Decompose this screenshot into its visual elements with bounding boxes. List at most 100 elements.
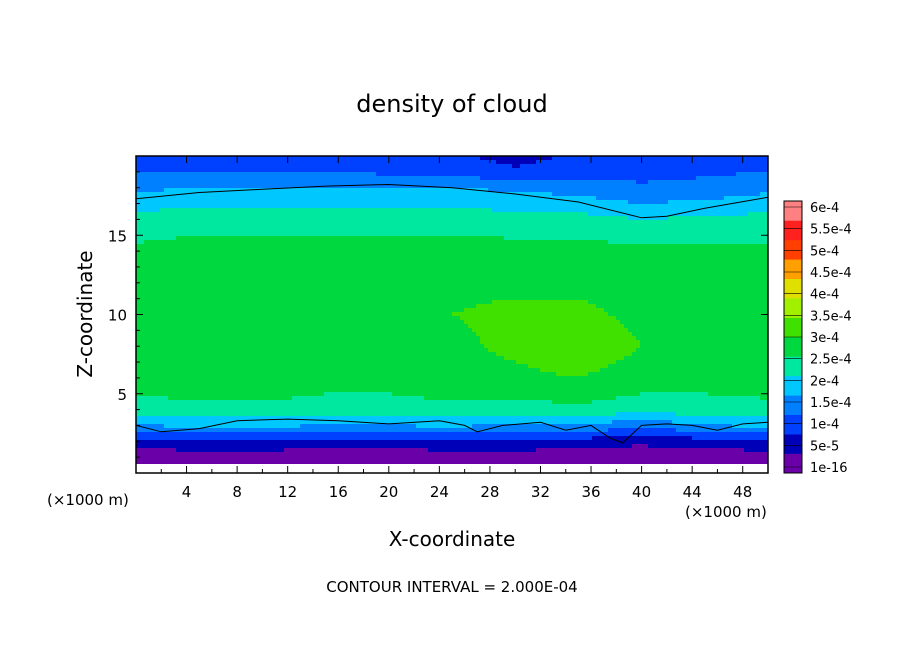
field-cell: [284, 264, 289, 269]
field-cell: [300, 260, 305, 265]
field-cell: [584, 204, 589, 209]
field-cell: [512, 180, 517, 185]
field-cell: [540, 252, 545, 257]
field-cell: [588, 248, 593, 253]
field-cell: [404, 220, 409, 225]
field-cell: [484, 264, 489, 269]
field-cell: [300, 272, 305, 277]
field-cell: [664, 164, 669, 169]
field-cell: [608, 204, 613, 209]
field-cell: [708, 276, 713, 281]
field-cell: [248, 224, 253, 229]
field-cell: [508, 156, 513, 161]
field-cell: [180, 156, 185, 161]
field-cell: [504, 228, 509, 233]
field-cell: [600, 180, 605, 185]
field-cell: [232, 224, 237, 229]
field-cell: [164, 172, 169, 177]
field-cell: [404, 192, 409, 197]
field-cell: [388, 156, 393, 161]
field-cell: [248, 244, 253, 249]
field-cell: [528, 252, 533, 257]
field-cell: [440, 272, 445, 277]
field-cell: [636, 156, 641, 161]
field-cell: [440, 192, 445, 197]
field-cell: [400, 160, 405, 165]
field-cell: [416, 256, 421, 261]
field-cell: [744, 172, 749, 177]
field-cell: [652, 224, 657, 229]
field-cell: [548, 232, 553, 237]
field-cell: [396, 196, 401, 201]
field-cell: [316, 240, 321, 245]
field-cell: [440, 236, 445, 241]
field-cell: [672, 240, 677, 245]
field-cell: [712, 184, 717, 189]
field-cell: [268, 232, 273, 237]
field-cell: [412, 156, 417, 161]
field-cell: [496, 232, 501, 237]
field-cell: [688, 276, 693, 281]
field-cell: [724, 252, 729, 257]
field-cell: [316, 172, 321, 177]
field-cell: [288, 276, 293, 281]
field-cell: [312, 264, 317, 269]
field-cell: [756, 212, 761, 217]
field-cell: [396, 212, 401, 217]
field-cell: [684, 220, 689, 225]
field-cell: [468, 204, 473, 209]
field-cell: [244, 196, 249, 201]
field-cell: [160, 228, 165, 233]
field-cell: [504, 232, 509, 237]
field-cell: [748, 244, 753, 249]
field-cell: [572, 228, 577, 233]
field-cell: [404, 264, 409, 269]
field-cell: [476, 196, 481, 201]
field-cell: [600, 264, 605, 269]
field-cell: [196, 276, 201, 281]
field-cell: [332, 188, 337, 193]
field-cell: [272, 220, 277, 225]
field-cell: [572, 204, 577, 209]
field-cell: [440, 256, 445, 261]
field-cell: [632, 216, 637, 221]
field-cell: [752, 196, 757, 201]
field-cell: [480, 260, 485, 265]
field-cell: [288, 196, 293, 201]
field-cell: [636, 216, 641, 221]
field-cell: [596, 220, 601, 225]
field-cell: [236, 208, 241, 213]
field-cell: [332, 268, 337, 273]
field-cell: [412, 272, 417, 277]
field-cell: [232, 216, 237, 221]
field-cell: [520, 260, 525, 265]
field-cell: [328, 264, 333, 269]
field-cell: [628, 232, 633, 237]
field-cell: [164, 248, 169, 253]
field-cell: [744, 168, 749, 173]
field-cell: [532, 196, 537, 201]
field-cell: [184, 196, 189, 201]
field-cell: [592, 188, 597, 193]
field-cell: [500, 280, 505, 285]
field-cell: [380, 228, 385, 233]
field-cell: [452, 196, 457, 201]
field-cell: [696, 248, 701, 253]
field-cell: [304, 244, 309, 249]
field-cell: [328, 236, 333, 241]
field-cell: [408, 244, 413, 249]
field-cell: [240, 176, 245, 181]
field-cell: [740, 188, 745, 193]
field-cell: [500, 240, 505, 245]
field-cell: [168, 188, 173, 193]
field-cell: [536, 216, 541, 221]
field-cell: [408, 280, 413, 285]
field-cell: [640, 252, 645, 257]
field-cell: [360, 252, 365, 257]
field-cell: [176, 168, 181, 173]
field-cell: [328, 168, 333, 173]
field-cell: [424, 200, 429, 205]
field-cell: [628, 268, 633, 273]
field-cell: [528, 228, 533, 233]
field-cell: [696, 164, 701, 169]
